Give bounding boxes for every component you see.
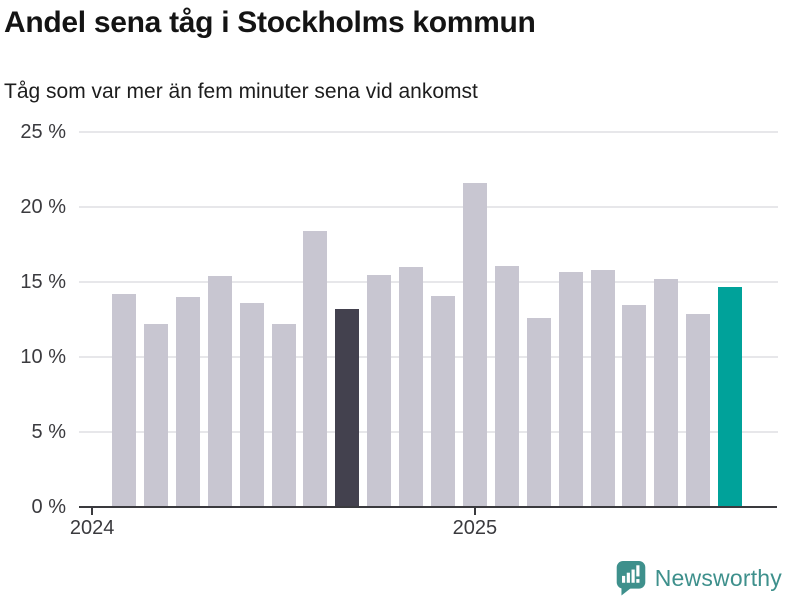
gridline-5pct bbox=[79, 431, 778, 433]
bar-2025-03 bbox=[526, 318, 551, 506]
bar-2024-09 bbox=[335, 309, 360, 506]
bar-2025-02 bbox=[494, 266, 519, 506]
bar-2024-07 bbox=[271, 324, 296, 506]
bar-2025-06 bbox=[622, 305, 647, 506]
gridline-15pct bbox=[79, 281, 778, 283]
chart-subtitle: Tåg som var mer än fem minuter sena vid … bbox=[4, 80, 478, 103]
bar-2025-08 bbox=[686, 314, 711, 506]
bar-2025-07 bbox=[654, 279, 679, 506]
bar-2025-09 bbox=[718, 287, 743, 506]
gridline-20pct bbox=[79, 206, 778, 208]
bar-2025-04 bbox=[558, 272, 583, 506]
bar-2024-04 bbox=[175, 297, 200, 506]
newsworthy-logo-icon bbox=[616, 561, 646, 596]
bar-2024-03 bbox=[143, 324, 168, 506]
brand-name: Newsworthy bbox=[654, 564, 782, 591]
x-axis-tick-2025 bbox=[473, 508, 476, 515]
bar-2024-06 bbox=[239, 303, 264, 506]
bar-2024-12 bbox=[431, 296, 455, 506]
y-tick-label: 10 % bbox=[20, 346, 66, 368]
brand-footer: Newsworthy bbox=[616, 560, 782, 596]
bar-2025-05 bbox=[590, 270, 615, 506]
y-tick-label: 20 % bbox=[20, 196, 66, 218]
x-tick-label-2024: 2024 bbox=[69, 517, 115, 539]
bar-2025-01 bbox=[462, 183, 487, 506]
x-tick-label-2025: 2025 bbox=[452, 517, 498, 539]
gridline-10pct bbox=[79, 356, 778, 358]
y-tick-label: 25 % bbox=[20, 121, 66, 143]
x-axis-line bbox=[79, 506, 777, 508]
y-tick-label: 5 % bbox=[31, 421, 66, 443]
bar-2024-02 bbox=[112, 294, 136, 506]
bar-2024-05 bbox=[207, 276, 232, 506]
y-tick-label: 0 % bbox=[31, 496, 66, 518]
bar-2024-10 bbox=[367, 275, 392, 506]
chart-title: Andel sena tåg i Stockholms kommun bbox=[4, 6, 536, 39]
bar-2024-08 bbox=[303, 231, 328, 506]
gridline-25pct bbox=[79, 131, 778, 133]
x-axis-tick-2024 bbox=[91, 508, 94, 515]
y-tick-label: 15 % bbox=[20, 271, 66, 293]
bar-2024-11 bbox=[399, 267, 424, 506]
